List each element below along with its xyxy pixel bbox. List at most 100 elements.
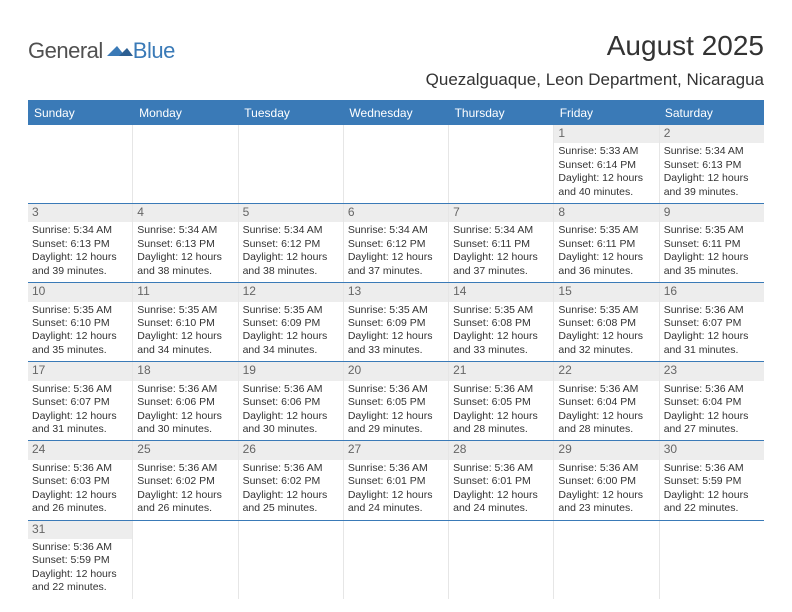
sunrise-text: Sunrise: 5:36 AM (453, 462, 549, 475)
daylight-text: and 26 minutes. (137, 502, 233, 515)
daylight-text: Daylight: 12 hours (243, 410, 339, 423)
daylight-text: Daylight: 12 hours (137, 489, 233, 502)
sunset-text: Sunset: 6:13 PM (664, 159, 760, 172)
daylight-text: and 38 minutes. (137, 265, 233, 278)
daylight-text: and 39 minutes. (32, 265, 128, 278)
calendar-cell-empty (344, 521, 449, 599)
weekday-saturday: Saturday (659, 102, 764, 125)
sunset-text: Sunset: 6:13 PM (137, 238, 233, 251)
day-number: 10 (28, 283, 132, 301)
sunset-text: Sunset: 6:02 PM (137, 475, 233, 488)
sunrise-text: Sunrise: 5:36 AM (243, 462, 339, 475)
daylight-text: Daylight: 12 hours (664, 251, 760, 264)
calendar-cell: 21Sunrise: 5:36 AMSunset: 6:05 PMDayligh… (449, 362, 554, 440)
daylight-text: and 36 minutes. (558, 265, 654, 278)
sunrise-text: Sunrise: 5:36 AM (32, 541, 128, 554)
sunrise-text: Sunrise: 5:35 AM (664, 224, 760, 237)
day-number: 9 (660, 204, 764, 222)
calendar-cell: 28Sunrise: 5:36 AMSunset: 6:01 PMDayligh… (449, 441, 554, 519)
sunrise-text: Sunrise: 5:36 AM (558, 383, 654, 396)
calendar-week: 31Sunrise: 5:36 AMSunset: 5:59 PMDayligh… (28, 521, 764, 599)
day-number: 28 (449, 441, 553, 459)
daylight-text: and 23 minutes. (558, 502, 654, 515)
sunrise-text: Sunrise: 5:34 AM (32, 224, 128, 237)
daylight-text: and 33 minutes. (453, 344, 549, 357)
day-number: 23 (660, 362, 764, 380)
sunrise-text: Sunrise: 5:36 AM (664, 304, 760, 317)
sunset-text: Sunset: 6:13 PM (32, 238, 128, 251)
daylight-text: Daylight: 12 hours (664, 172, 760, 185)
daylight-text: and 27 minutes. (664, 423, 760, 436)
day-number: 1 (554, 125, 658, 143)
daylight-text: Daylight: 12 hours (453, 410, 549, 423)
calendar-week: 3Sunrise: 5:34 AMSunset: 6:13 PMDaylight… (28, 204, 764, 283)
sunset-text: Sunset: 6:01 PM (348, 475, 444, 488)
daylight-text: and 35 minutes. (664, 265, 760, 278)
title-block: August 2025 Quezalguaque, Leon Departmen… (426, 30, 764, 96)
weekday-sunday: Sunday (28, 102, 133, 125)
sunrise-text: Sunrise: 5:35 AM (348, 304, 444, 317)
daylight-text: Daylight: 12 hours (453, 489, 549, 502)
sunset-text: Sunset: 6:11 PM (453, 238, 549, 251)
daylight-text: and 39 minutes. (664, 186, 760, 199)
calendar-cell: 31Sunrise: 5:36 AMSunset: 5:59 PMDayligh… (28, 521, 133, 599)
calendar-cell: 14Sunrise: 5:35 AMSunset: 6:08 PMDayligh… (449, 283, 554, 361)
daylight-text: Daylight: 12 hours (558, 489, 654, 502)
day-number: 16 (660, 283, 764, 301)
calendar-cell: 29Sunrise: 5:36 AMSunset: 6:00 PMDayligh… (554, 441, 659, 519)
day-number: 12 (239, 283, 343, 301)
sunset-text: Sunset: 6:04 PM (664, 396, 760, 409)
calendar-cell: 15Sunrise: 5:35 AMSunset: 6:08 PMDayligh… (554, 283, 659, 361)
calendar-cell-empty (344, 125, 449, 203)
calendar-cell-empty (449, 125, 554, 203)
daylight-text: and 30 minutes. (243, 423, 339, 436)
day-number: 18 (133, 362, 237, 380)
calendar-cell: 13Sunrise: 5:35 AMSunset: 6:09 PMDayligh… (344, 283, 449, 361)
daylight-text: Daylight: 12 hours (243, 489, 339, 502)
daylight-text: Daylight: 12 hours (32, 568, 128, 581)
daylight-text: Daylight: 12 hours (32, 251, 128, 264)
sunrise-text: Sunrise: 5:36 AM (32, 462, 128, 475)
calendar-cell: 4Sunrise: 5:34 AMSunset: 6:13 PMDaylight… (133, 204, 238, 282)
sunrise-text: Sunrise: 5:36 AM (243, 383, 339, 396)
daylight-text: and 32 minutes. (558, 344, 654, 357)
calendar: Sunday Monday Tuesday Wednesday Thursday… (28, 100, 764, 599)
calendar-cell-empty (133, 521, 238, 599)
day-number: 26 (239, 441, 343, 459)
day-number: 20 (344, 362, 448, 380)
day-number: 29 (554, 441, 658, 459)
daylight-text: Daylight: 12 hours (348, 330, 444, 343)
calendar-cell: 7Sunrise: 5:34 AMSunset: 6:11 PMDaylight… (449, 204, 554, 282)
day-number: 14 (449, 283, 553, 301)
daylight-text: Daylight: 12 hours (137, 330, 233, 343)
sunrise-text: Sunrise: 5:34 AM (243, 224, 339, 237)
day-number: 5 (239, 204, 343, 222)
daylight-text: and 37 minutes. (348, 265, 444, 278)
day-number: 15 (554, 283, 658, 301)
sunset-text: Sunset: 6:06 PM (137, 396, 233, 409)
calendar-cell: 18Sunrise: 5:36 AMSunset: 6:06 PMDayligh… (133, 362, 238, 440)
sunset-text: Sunset: 6:04 PM (558, 396, 654, 409)
calendar-week: 1Sunrise: 5:33 AMSunset: 6:14 PMDaylight… (28, 125, 764, 204)
calendar-cell: 30Sunrise: 5:36 AMSunset: 5:59 PMDayligh… (660, 441, 764, 519)
sunrise-text: Sunrise: 5:36 AM (453, 383, 549, 396)
sunset-text: Sunset: 6:08 PM (453, 317, 549, 330)
day-number: 21 (449, 362, 553, 380)
weekday-tuesday: Tuesday (238, 102, 343, 125)
weekday-friday: Friday (554, 102, 659, 125)
sunrise-text: Sunrise: 5:35 AM (137, 304, 233, 317)
calendar-cell: 26Sunrise: 5:36 AMSunset: 6:02 PMDayligh… (239, 441, 344, 519)
daylight-text: Daylight: 12 hours (558, 172, 654, 185)
calendar-cell: 12Sunrise: 5:35 AMSunset: 6:09 PMDayligh… (239, 283, 344, 361)
daylight-text: and 34 minutes. (137, 344, 233, 357)
daylight-text: Daylight: 12 hours (664, 410, 760, 423)
daylight-text: Daylight: 12 hours (32, 410, 128, 423)
calendar-cell-empty (133, 125, 238, 203)
calendar-week: 17Sunrise: 5:36 AMSunset: 6:07 PMDayligh… (28, 362, 764, 441)
weekday-wednesday: Wednesday (343, 102, 448, 125)
day-number: 4 (133, 204, 237, 222)
daylight-text: and 29 minutes. (348, 423, 444, 436)
sunset-text: Sunset: 6:10 PM (32, 317, 128, 330)
sunset-text: Sunset: 6:11 PM (664, 238, 760, 251)
calendar-cell: 16Sunrise: 5:36 AMSunset: 6:07 PMDayligh… (660, 283, 764, 361)
